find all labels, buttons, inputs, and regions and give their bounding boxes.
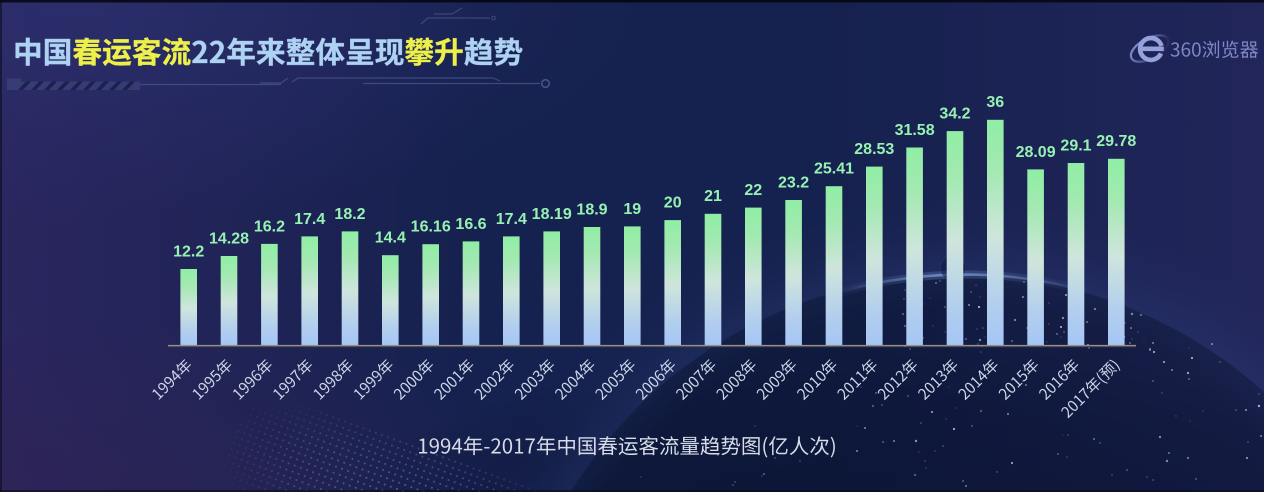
svg-text:18.9: 18.9	[576, 201, 607, 218]
svg-text:12.2: 12.2	[173, 243, 204, 260]
svg-text:19: 19	[623, 201, 641, 218]
svg-text:25.41: 25.41	[814, 161, 854, 178]
svg-text:16.6: 16.6	[455, 216, 486, 233]
svg-text:20: 20	[664, 195, 682, 212]
svg-text:36: 36	[986, 94, 1004, 111]
svg-text:34.2: 34.2	[939, 106, 970, 123]
svg-text:16.16: 16.16	[411, 219, 451, 236]
svg-text:28.53: 28.53	[854, 141, 894, 158]
svg-text:29.78: 29.78	[1096, 133, 1136, 150]
svg-text:18.19: 18.19	[532, 206, 572, 223]
svg-text:18.2: 18.2	[334, 206, 365, 223]
svg-text:31.58: 31.58	[895, 122, 935, 139]
svg-text:29.1: 29.1	[1060, 137, 1091, 154]
svg-text:16.2: 16.2	[254, 218, 285, 235]
svg-text:17.4: 17.4	[294, 211, 325, 228]
svg-text:23.2: 23.2	[778, 174, 809, 191]
svg-text:28.09: 28.09	[1016, 144, 1056, 161]
svg-text:21: 21	[704, 188, 722, 205]
svg-text:22: 22	[744, 182, 762, 199]
svg-text:17.4: 17.4	[496, 211, 527, 228]
svg-text:14.4: 14.4	[375, 230, 406, 247]
svg-text:14.28: 14.28	[209, 230, 249, 247]
